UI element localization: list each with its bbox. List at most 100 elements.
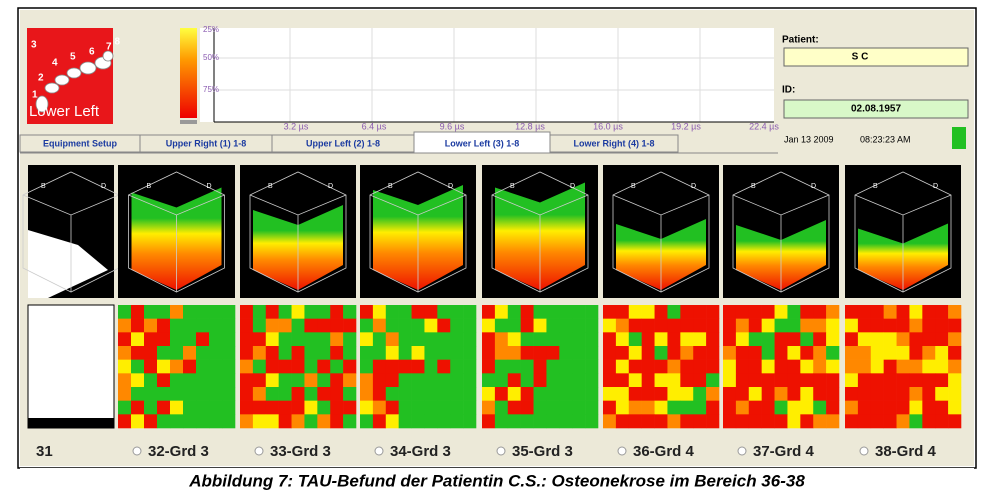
- heatmap-cell: [667, 305, 680, 319]
- heatmap-cell: [603, 346, 616, 360]
- radio-button[interactable]: [133, 447, 141, 455]
- heatmap-cell: [585, 360, 598, 374]
- tooth-number: 6: [89, 47, 95, 58]
- radio-button[interactable]: [618, 447, 626, 455]
- heatmap-cell: [222, 332, 235, 346]
- tooth-label: 38-Grd 4: [875, 443, 937, 460]
- id-label: ID:: [782, 85, 795, 96]
- heatmap-cell: [616, 360, 629, 374]
- heatmap-cell: [909, 305, 922, 319]
- cube-label: B: [147, 183, 152, 190]
- cube-label: B: [751, 183, 756, 190]
- heatmap-cell: [222, 373, 235, 387]
- heatmap-cell: [884, 387, 897, 401]
- heatmap-cell: [775, 414, 788, 428]
- heatmap-cell: [858, 319, 871, 333]
- heatmap-cell: [386, 387, 399, 401]
- heatmap-cell: [360, 305, 373, 319]
- heatmap-cell: [253, 305, 266, 319]
- x-label: 19.2 µs: [671, 121, 701, 131]
- heatmap-cell: [629, 401, 642, 415]
- heatmap-cell: [118, 373, 131, 387]
- heatmap-cell: [412, 387, 425, 401]
- heatmap-cell: [412, 346, 425, 360]
- heatmap-cell: [386, 414, 399, 428]
- heatmap-cell: [736, 387, 749, 401]
- heatmap-cell: [131, 332, 144, 346]
- radio-button[interactable]: [860, 447, 868, 455]
- heatmap-cell: [412, 414, 425, 428]
- heatmap-cell: [209, 332, 222, 346]
- heatmap-cell: [935, 401, 948, 415]
- heatmap-cell: [826, 387, 839, 401]
- heatmap-cell: [655, 401, 668, 415]
- heatmap-cell: [845, 319, 858, 333]
- y-label: 25%: [203, 25, 219, 34]
- heatmap-cell: [343, 332, 356, 346]
- heatmap-cell: [736, 332, 749, 346]
- heatmap-cell: [813, 414, 826, 428]
- heatmap-cell: [629, 414, 642, 428]
- heatmap-cell: [240, 346, 253, 360]
- heatmap-cell: [749, 319, 762, 333]
- heatmap-cell: [463, 414, 476, 428]
- heatmap-cell: [749, 387, 762, 401]
- tab-label: Equipment Setup: [43, 138, 118, 148]
- heatmap-cell: [317, 360, 330, 374]
- heatmap-cell: [813, 319, 826, 333]
- heatmap-cell: [884, 373, 897, 387]
- heatmap-cell: [330, 332, 343, 346]
- radio-button[interactable]: [255, 447, 263, 455]
- heatmap-cell: [482, 305, 495, 319]
- heatmap-cell: [266, 401, 279, 415]
- heatmap-cell: [909, 319, 922, 333]
- heatmap-cell: [871, 346, 884, 360]
- patient-name: S C: [852, 52, 869, 63]
- cube-label: B: [631, 183, 636, 190]
- heatmap-cell: [279, 319, 292, 333]
- heatmap-cell: [521, 414, 534, 428]
- heatmap-cell: [680, 387, 693, 401]
- heatmap-cell: [546, 373, 559, 387]
- heatmap-cell: [183, 387, 196, 401]
- radio-button[interactable]: [738, 447, 746, 455]
- heatmap-cell: [585, 401, 598, 415]
- radio-button[interactable]: [375, 447, 383, 455]
- heatmap-cell: [209, 401, 222, 415]
- heatmap-cell: [922, 373, 935, 387]
- heatmap-cell: [292, 401, 305, 415]
- heatmap-cell: [693, 305, 706, 319]
- heatmap-cell: [317, 305, 330, 319]
- heatmap-cell: [667, 332, 680, 346]
- tab-label: Lower Right (4) 1-8: [573, 138, 654, 148]
- radio-button[interactable]: [497, 447, 505, 455]
- heatmap-cell: [585, 414, 598, 428]
- heatmap-cell: [399, 373, 412, 387]
- heatmap-cell: [871, 319, 884, 333]
- heatmap-cell: [858, 346, 871, 360]
- heatmap-cell: [935, 360, 948, 374]
- tooth-label: Lower Left: [29, 103, 100, 120]
- heatmap-cell: [253, 319, 266, 333]
- heatmap-cell: [450, 346, 463, 360]
- heatmap-cell: [360, 319, 373, 333]
- heatmap-cell: [373, 360, 386, 374]
- heatmap-cell: [386, 319, 399, 333]
- heatmap-cell: [144, 332, 157, 346]
- heatmap-cell: [317, 346, 330, 360]
- heatmap-cell: [572, 401, 585, 415]
- heatmap-cell: [482, 414, 495, 428]
- heatmap-cell: [884, 305, 897, 319]
- cube-label: D: [691, 183, 696, 190]
- heatmap-cell: [118, 346, 131, 360]
- heatmap-cell: [572, 360, 585, 374]
- heatmap-cell: [948, 387, 961, 401]
- heatmap-cell: [170, 360, 183, 374]
- heatmap-cell: [723, 332, 736, 346]
- heatmap-cell: [762, 387, 775, 401]
- heatmap-cell: [667, 387, 680, 401]
- heatmap-cell: [157, 319, 170, 333]
- heatmap-cell: [240, 305, 253, 319]
- heatmap-cell: [196, 305, 209, 319]
- heatmap-cell: [706, 305, 719, 319]
